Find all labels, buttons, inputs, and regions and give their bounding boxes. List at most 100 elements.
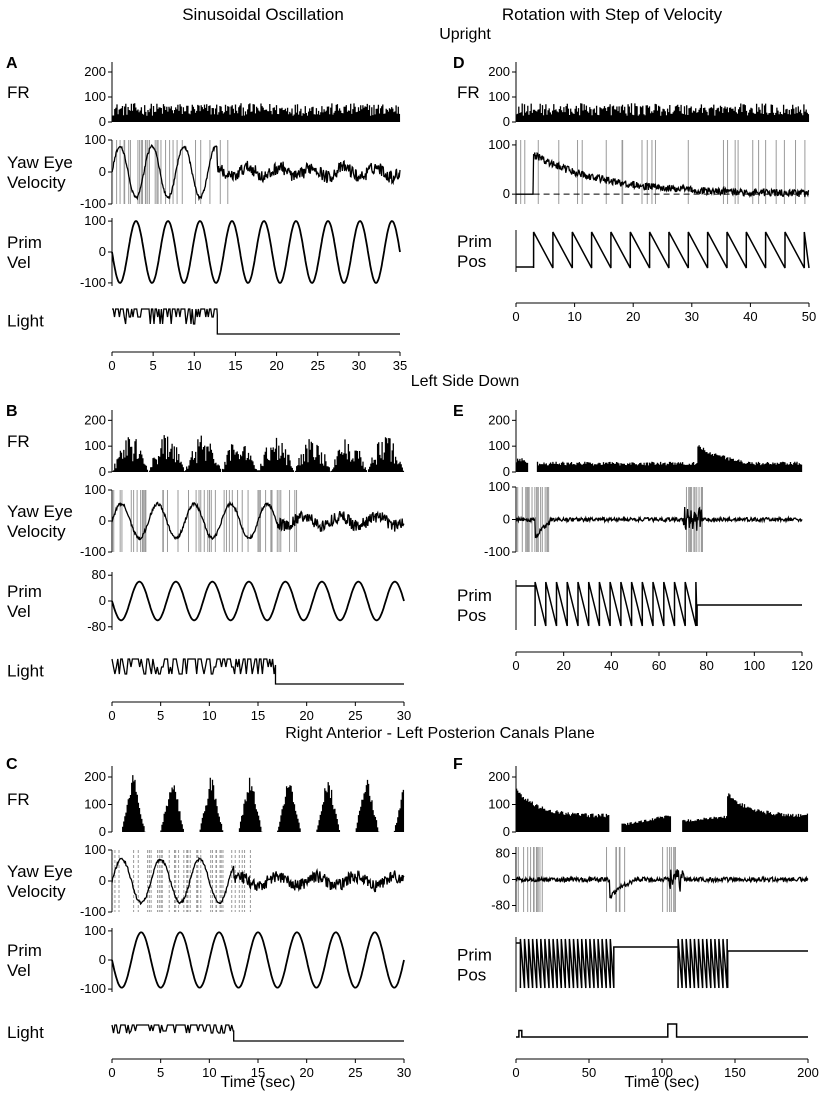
y-tick-label: 200 (84, 64, 106, 79)
y-tick-label: -80 (87, 619, 106, 634)
y-tick-label: 200 (488, 412, 510, 427)
x-tick-label: 200 (797, 1065, 819, 1080)
y-tick-label: 100 (84, 132, 106, 147)
panel-letter-b: B (6, 403, 18, 420)
light-trace (111, 658, 404, 685)
x-tick-label: 0 (512, 309, 519, 324)
x-tick-label: 80 (699, 658, 713, 673)
x-tick-label: 0 (512, 658, 519, 673)
y-tick-label: -100 (80, 981, 106, 996)
y-tick-label: 100 (84, 842, 106, 857)
y-tick-label: 0 (99, 164, 106, 179)
panel-letter-e: E (453, 403, 464, 420)
y-tick-label: 100 (488, 479, 510, 494)
light-trace (111, 1024, 404, 1042)
y-tick-label: 0 (99, 593, 106, 608)
row-title-canals-plane: Right Anterior - Left Posterion Canals P… (285, 725, 595, 742)
y-tick-label: -100 (80, 544, 106, 559)
x-tick-label: 30 (397, 708, 411, 723)
trace-e-1: -100 0 100 (484, 479, 803, 559)
x-tick-label: 5 (157, 1065, 164, 1080)
firing-rate-histogram (111, 435, 405, 472)
trace-c-0: 0 100 200 FR (7, 766, 405, 839)
trace-label: Vel (7, 602, 31, 621)
trace-label: Yaw Eye (7, 153, 73, 172)
x-axis-title-left: Time (sec) (221, 1074, 296, 1091)
y-tick-label: 0 (99, 873, 106, 888)
y-tick-label: 100 (488, 797, 510, 812)
y-tick-label: 100 (84, 438, 106, 453)
trace-d-0: 0 100 200 FR (457, 62, 810, 129)
panel-letter-a: A (6, 55, 18, 72)
y-tick-label: 100 (488, 438, 510, 453)
trace-label: Velocity (7, 882, 66, 901)
trace-label: Vel (7, 253, 31, 272)
light-trace (112, 308, 400, 335)
eye-velocity-line (515, 506, 803, 539)
column-title-right: Rotation with Step of Velocity (502, 5, 723, 24)
trace-label: FR (7, 83, 30, 102)
x-tick-label: 20 (269, 358, 283, 373)
trace-label: Light (7, 662, 44, 681)
x-tick-label: 10 (567, 309, 581, 324)
x-tick-label: 5 (150, 358, 157, 373)
x-tick-label: 15 (228, 358, 242, 373)
y-tick-label: -100 (80, 196, 106, 211)
light-trace (516, 1023, 808, 1038)
panel-letter-c: C (6, 756, 18, 773)
trace-label: Vel (7, 961, 31, 980)
x-tick-label: 30 (397, 1065, 411, 1080)
x-tick-label: 100 (651, 1065, 673, 1080)
row-title-upright: Upright (439, 26, 491, 43)
y-tick-label: 0 (503, 186, 510, 201)
eye-velocity-line (111, 500, 405, 541)
trace-label: Pos (457, 252, 486, 271)
eye-velocity-line (515, 869, 809, 899)
stimulus-position-line (516, 581, 802, 627)
column-title-left: Sinusoidal Oscillation (182, 5, 344, 24)
x-tick-label: 5 (157, 708, 164, 723)
firing-rate-histogram (122, 775, 405, 832)
trace-label: Velocity (7, 173, 66, 192)
firing-rate-histogram (515, 445, 803, 472)
firing-rate-histogram (515, 788, 809, 832)
x-tick-label: 25 (348, 708, 362, 723)
eye-velocity-line (516, 152, 810, 199)
x-tick-label: 20 (626, 309, 640, 324)
trace-label: FR (457, 83, 480, 102)
eye-velocity-line (111, 144, 401, 202)
firing-rate-histogram (111, 103, 401, 122)
trace-label: Prim (7, 941, 42, 960)
x-tick-label: 10 (202, 708, 216, 723)
y-tick-label: 0 (99, 513, 106, 528)
trace-e-0: 0 100 200 (488, 410, 803, 479)
y-tick-label: 0 (99, 114, 106, 129)
x-tick-label: 20 (299, 1065, 313, 1080)
y-tick-label: 0 (99, 464, 106, 479)
x-tick-label: 10 (202, 1065, 216, 1080)
x-tick-label: 15 (251, 1065, 265, 1080)
trace-b-3: Light (7, 658, 404, 685)
x-tick-label: 0 (108, 358, 115, 373)
trace-b-0: 0 100 200 FR (7, 410, 405, 479)
trace-label: Pos (457, 966, 486, 985)
y-tick-label: 0 (503, 512, 510, 527)
trace-label: Light (7, 1023, 44, 1042)
stimulus-velocity-line (111, 580, 405, 622)
y-tick-label: 100 (84, 482, 106, 497)
trace-label: Prim (7, 582, 42, 601)
trace-f-0: 0 100 200 (488, 766, 809, 839)
y-tick-label: 0 (503, 114, 510, 129)
row-title-left-side-down: Left Side Down (411, 373, 520, 390)
trace-label: FR (7, 432, 30, 451)
